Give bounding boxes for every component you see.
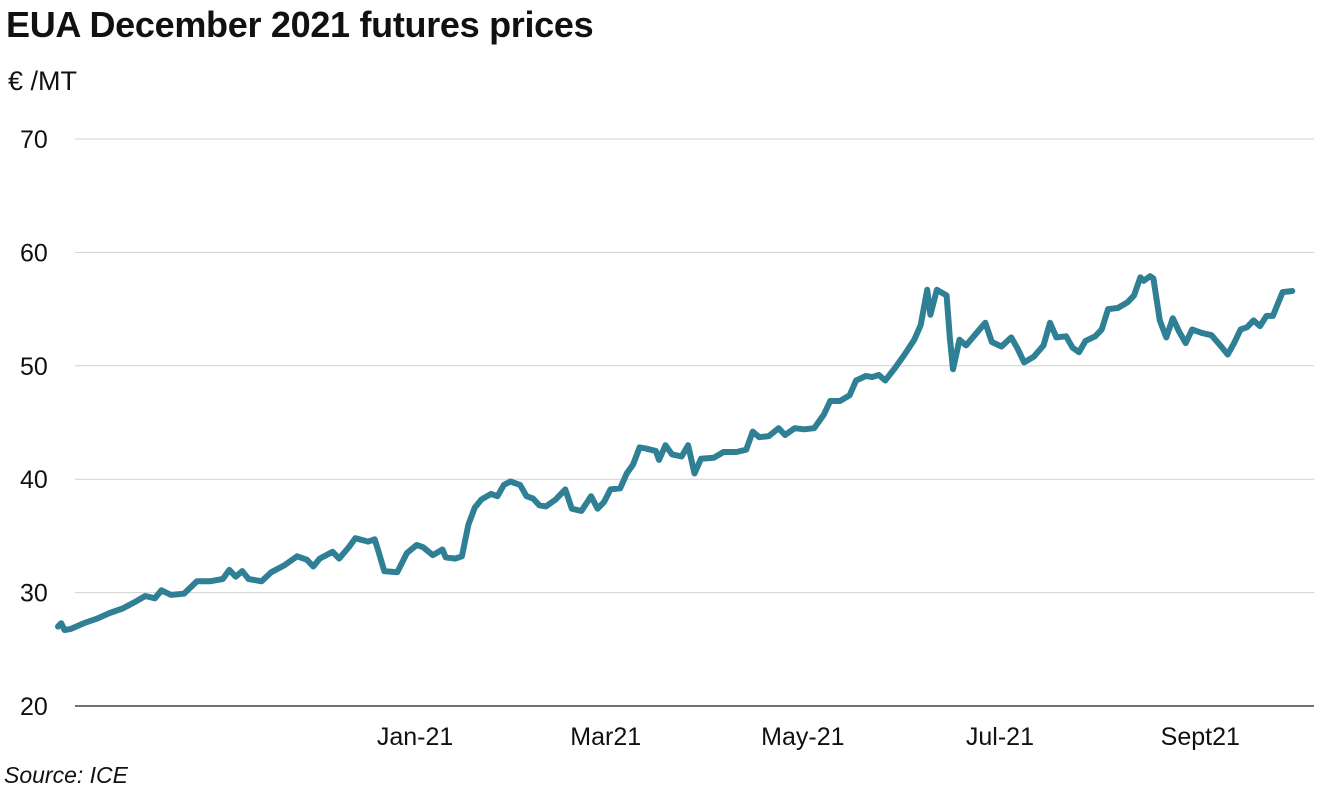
y-tick-label: 60 — [20, 239, 48, 267]
x-tick-label: Mar21 — [570, 723, 641, 751]
y-tick-label: 20 — [20, 693, 48, 721]
chart-title: EUA December 2021 futures prices — [6, 4, 594, 45]
y-axis-unit-label: € /MT — [8, 66, 78, 96]
series-layer — [55, 273, 1296, 633]
y-axis-ticks: 70 60 50 40 30 20 — [20, 126, 48, 721]
gridlines — [75, 138, 1314, 707]
x-tick-label: Sept21 — [1161, 723, 1240, 751]
source-note: Source: ICE — [4, 762, 128, 788]
x-tick-label: Jul-21 — [966, 723, 1034, 751]
x-tick-label: Jan-21 — [377, 723, 453, 751]
y-tick-label: 70 — [20, 126, 48, 154]
x-tick-label: May-21 — [761, 723, 844, 751]
price-series-line — [55, 273, 1296, 633]
y-tick-label: 40 — [20, 466, 48, 494]
y-tick-label: 30 — [20, 580, 48, 608]
y-tick-label: 50 — [20, 353, 48, 381]
